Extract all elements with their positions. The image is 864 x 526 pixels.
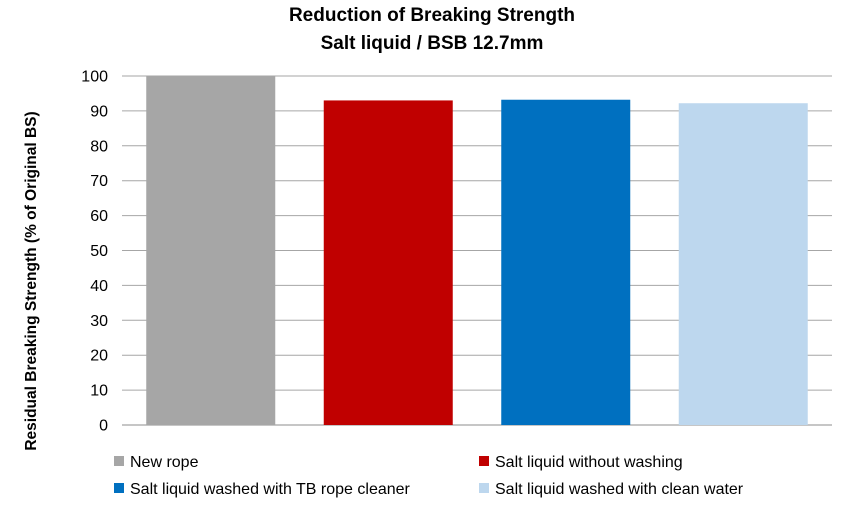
- y-tick-label: 20: [90, 348, 108, 365]
- legend-swatch: [114, 483, 124, 493]
- y-tick-label: 50: [90, 243, 108, 260]
- legend-label: Salt liquid washed with TB rope cleaner: [130, 481, 411, 498]
- bar: [501, 99, 631, 426]
- y-tick-label: 70: [90, 173, 108, 190]
- legend-swatch: [114, 456, 124, 466]
- y-tick-label: 0: [99, 418, 108, 435]
- y-tick-label: 10: [90, 383, 108, 400]
- y-tick-label: 60: [90, 208, 108, 225]
- legend-swatch: [479, 483, 489, 493]
- y-tick-label: 40: [90, 278, 108, 295]
- bar: [146, 76, 276, 425]
- bar: [678, 103, 808, 426]
- y-axis-label: Residual Breaking Strength (% of Origina…: [23, 111, 40, 450]
- bars: [146, 76, 808, 426]
- y-axis-ticks: 0 10 20 30 40 50 60 70 80 90 100: [81, 69, 108, 435]
- legend: New rope Salt liquid without washing Salt …: [114, 454, 744, 498]
- chart-title: Reduction of Breaking Strength: [288, 5, 576, 26]
- legend-label: New rope: [130, 454, 199, 471]
- legend-label: Salt liquid washed with clean water: [495, 481, 744, 498]
- y-tick-label: 100: [81, 69, 108, 86]
- chart-subtitle: Salt liquid / BSB 12.7mm: [320, 33, 544, 54]
- y-tick-label: 90: [90, 103, 108, 120]
- legend-swatch: [479, 456, 489, 466]
- y-tick-label: 30: [90, 313, 108, 330]
- y-tick-label: 80: [90, 138, 108, 155]
- bar: [323, 100, 453, 426]
- legend-label: Salt liquid without washing: [495, 454, 683, 471]
